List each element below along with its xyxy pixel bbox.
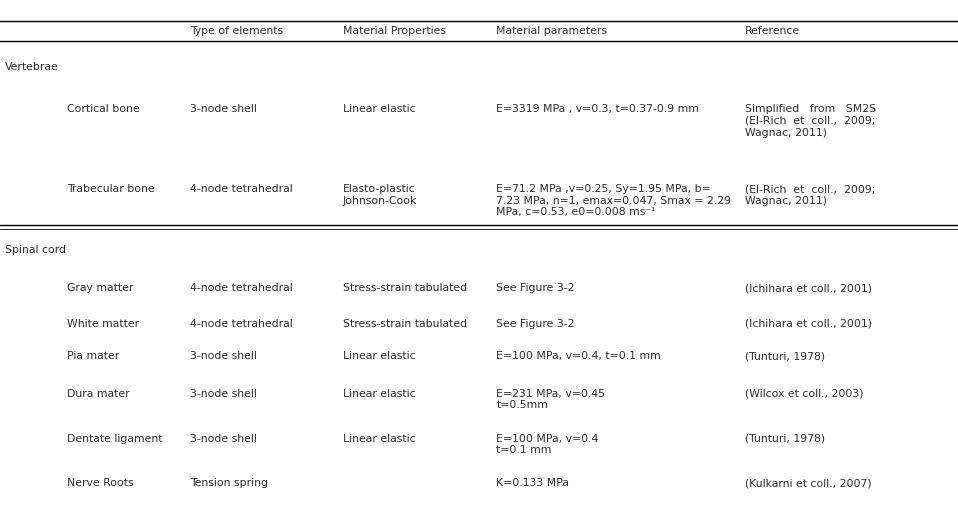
- Text: Gray matter: Gray matter: [67, 283, 133, 293]
- Text: Trabecular bone: Trabecular bone: [67, 184, 154, 194]
- Text: Cortical bone: Cortical bone: [67, 104, 140, 115]
- Text: (Kulkarni et coll., 2007): (Kulkarni et coll., 2007): [745, 478, 872, 489]
- Text: See Figure 3-2: See Figure 3-2: [496, 283, 575, 293]
- Text: See Figure 3-2: See Figure 3-2: [496, 319, 575, 329]
- Text: Stress-strain tabulated: Stress-strain tabulated: [343, 319, 468, 329]
- Text: Stress-strain tabulated: Stress-strain tabulated: [343, 283, 468, 293]
- Text: (Tunturi, 1978): (Tunturi, 1978): [745, 351, 826, 361]
- Text: K=0.133 MPa: K=0.133 MPa: [496, 478, 569, 489]
- Text: Simplified   from   SM2S
(El-Rich  et  coll.,  2009;
Wagnac, 2011): Simplified from SM2S (El-Rich et coll., …: [745, 104, 877, 137]
- Text: (Tunturi, 1978): (Tunturi, 1978): [745, 434, 826, 444]
- Text: E=3319 MPa , v=0.3, t=0.37-0.9 mm: E=3319 MPa , v=0.3, t=0.37-0.9 mm: [496, 104, 699, 115]
- Text: (Ichihara et coll., 2001): (Ichihara et coll., 2001): [745, 319, 873, 329]
- Text: 4-node tetrahedral: 4-node tetrahedral: [190, 184, 292, 194]
- Text: 3-node shell: 3-node shell: [190, 351, 257, 361]
- Text: Elasto-plastic
Johnson-Cook: Elasto-plastic Johnson-Cook: [343, 184, 418, 206]
- Text: Spinal cord: Spinal cord: [5, 245, 66, 256]
- Text: Linear elastic: Linear elastic: [343, 389, 416, 399]
- Text: Linear elastic: Linear elastic: [343, 351, 416, 361]
- Text: White matter: White matter: [67, 319, 139, 329]
- Text: Vertebrae: Vertebrae: [5, 62, 58, 72]
- Text: Type of elements: Type of elements: [190, 25, 283, 36]
- Text: E=100 MPa, v=0.4, t=0.1 mm: E=100 MPa, v=0.4, t=0.1 mm: [496, 351, 661, 361]
- Text: Dura mater: Dura mater: [67, 389, 129, 399]
- Text: 4-node tetrahedral: 4-node tetrahedral: [190, 283, 292, 293]
- Text: Material Properties: Material Properties: [343, 25, 446, 36]
- Text: (Wilcox et coll., 2003): (Wilcox et coll., 2003): [745, 389, 864, 399]
- Text: Pia mater: Pia mater: [67, 351, 120, 361]
- Text: 3-node shell: 3-node shell: [190, 434, 257, 444]
- Text: Nerve Roots: Nerve Roots: [67, 478, 134, 489]
- Text: (El-Rich  et  coll.,  2009;
Wagnac, 2011): (El-Rich et coll., 2009; Wagnac, 2011): [745, 184, 876, 206]
- Text: Tension spring: Tension spring: [190, 478, 267, 489]
- Text: Reference: Reference: [745, 25, 801, 36]
- Text: 3-node shell: 3-node shell: [190, 104, 257, 115]
- Text: Dentate ligament: Dentate ligament: [67, 434, 163, 444]
- Text: Linear elastic: Linear elastic: [343, 434, 416, 444]
- Text: Material parameters: Material parameters: [496, 25, 607, 36]
- Text: E=100 MPa, v=0.4
t=0.1 mm: E=100 MPa, v=0.4 t=0.1 mm: [496, 434, 599, 455]
- Text: 4-node tetrahedral: 4-node tetrahedral: [190, 319, 292, 329]
- Text: E=231 MPa, v=0.45
t=0.5mm: E=231 MPa, v=0.45 t=0.5mm: [496, 389, 605, 410]
- Text: E=71.2 MPa ,v=0.25, Sy=1.95 MPa, b=
7.23 MPa, n=1, emax=0.047, Smax = 2.29
MPa, : E=71.2 MPa ,v=0.25, Sy=1.95 MPa, b= 7.23…: [496, 184, 731, 217]
- Text: Linear elastic: Linear elastic: [343, 104, 416, 115]
- Text: 3-node shell: 3-node shell: [190, 389, 257, 399]
- Text: (Ichihara et coll., 2001): (Ichihara et coll., 2001): [745, 283, 873, 293]
